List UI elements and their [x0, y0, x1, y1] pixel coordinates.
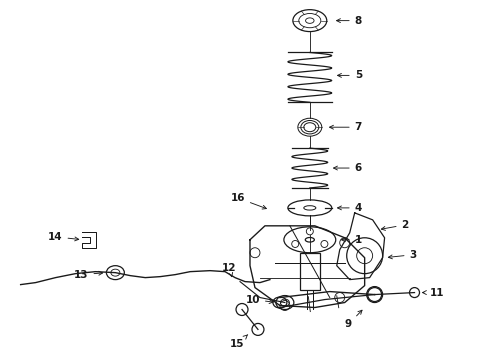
Text: 15: 15	[230, 335, 248, 349]
Bar	[300, 253, 320, 290]
Text: 14: 14	[48, 232, 79, 242]
Text: 6: 6	[334, 163, 362, 173]
Text: 9: 9	[345, 310, 362, 329]
Text: 4: 4	[338, 203, 362, 213]
Text: 3: 3	[389, 250, 417, 260]
Text: 13: 13	[74, 270, 102, 280]
Text: 12: 12	[222, 263, 237, 276]
Text: 5: 5	[338, 71, 362, 80]
Text: 2: 2	[381, 220, 409, 230]
Text: 1: 1	[342, 235, 362, 245]
Text: 7: 7	[330, 122, 362, 132]
Text: 8: 8	[337, 15, 362, 26]
Text: 11: 11	[422, 288, 444, 298]
Text: 10: 10	[245, 294, 273, 305]
Text: 16: 16	[230, 193, 267, 209]
